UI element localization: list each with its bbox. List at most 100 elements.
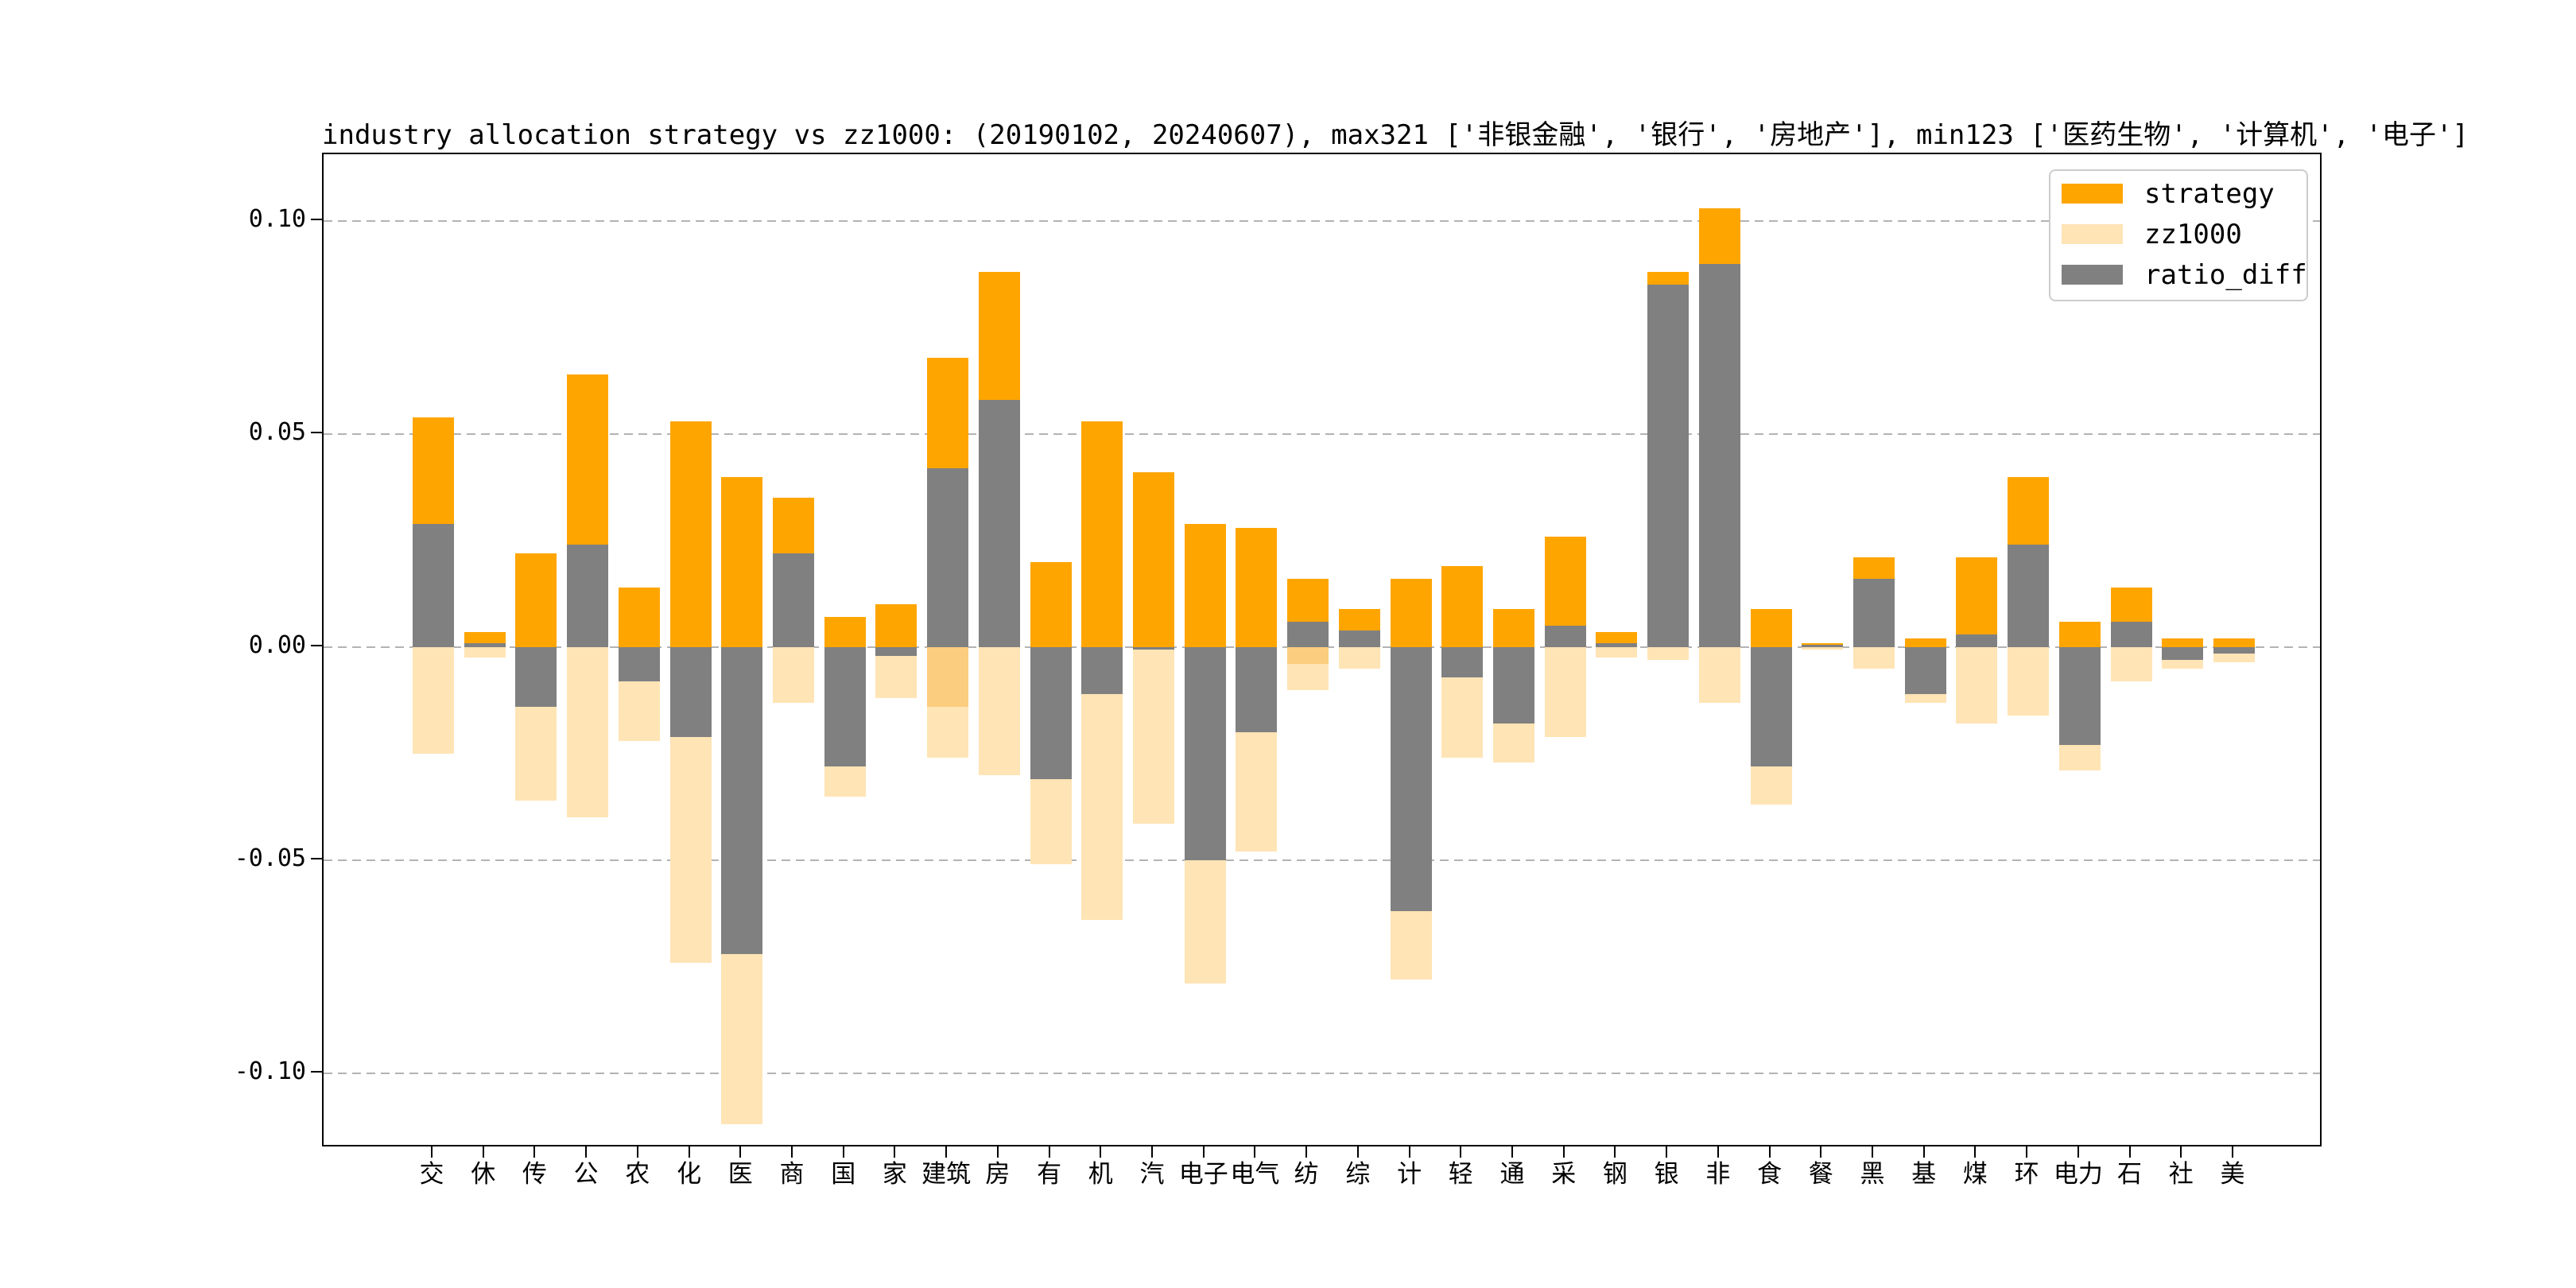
bar-strategy-餐 — [1802, 642, 1844, 647]
x-tick-label-商: 商 — [779, 1160, 805, 1189]
bar-ratio-diff-美 — [2213, 647, 2255, 654]
y-tick-label: 0.10 — [248, 205, 306, 233]
bar-ratio-diff-国 — [824, 647, 866, 767]
bar-zz1000-综 — [1338, 647, 1380, 669]
legend-item-ratio_diff: ratio_diff — [2050, 254, 2307, 294]
x-tick-mark — [2231, 1146, 2233, 1158]
x-tick-mark — [739, 1146, 742, 1158]
bar-ratio-diff-家 — [875, 647, 918, 656]
bar-ratio-diff-医 — [721, 647, 763, 954]
bar-ratio-diff-综 — [1338, 630, 1380, 647]
x-tick-label-钢: 钢 — [1602, 1160, 1627, 1189]
bar-zz1000-环 — [2008, 647, 2050, 716]
x-tick-mark — [945, 1146, 948, 1158]
gridline--0.10 — [324, 1073, 2320, 1074]
x-tick-label-石: 石 — [2117, 1160, 2143, 1189]
y-tick-mark — [311, 219, 322, 220]
x-tick-label-轻: 轻 — [1448, 1160, 1473, 1189]
bar-strategy-社 — [2162, 638, 2204, 647]
bar-zz1000-餐 — [1802, 647, 1844, 650]
bar-ratio-diff-交 — [413, 523, 454, 647]
bar-ratio-diff-黑 — [1852, 579, 1895, 647]
gridline-0.10 — [324, 220, 2320, 222]
bar-zz1000-石 — [2110, 647, 2152, 681]
y-tick-mark — [311, 645, 322, 646]
bar-zz1000-钢 — [1596, 647, 1638, 658]
bar-strategy-食 — [1750, 608, 1792, 647]
x-tick-mark — [1871, 1146, 1873, 1158]
legend-label-ratio_diff: ratio_diff — [2144, 259, 2307, 291]
x-tick-label-综: 综 — [1345, 1160, 1371, 1189]
bar-strategy-农 — [618, 587, 660, 647]
bar-strategy-国 — [824, 617, 866, 647]
bar-zz-overlap-纺 — [1287, 647, 1329, 665]
legend-label-strategy: strategy — [2144, 178, 2275, 210]
x-tick-mark — [894, 1146, 896, 1158]
y-tick-label: 0.05 — [248, 418, 306, 446]
x-tick-mark — [1768, 1146, 1771, 1158]
y-tick-mark — [311, 858, 322, 859]
x-tick-label-电子: 电子 — [1178, 1160, 1228, 1189]
bar-ratio-diff-社 — [2162, 647, 2204, 661]
x-tick-label-纺: 纺 — [1294, 1160, 1319, 1189]
bar-strategy-基 — [1904, 638, 1946, 647]
bar-zz1000-公 — [567, 647, 609, 818]
x-tick-label-国: 国 — [831, 1160, 856, 1189]
x-tick-mark — [1202, 1146, 1205, 1158]
bar-ratio-diff-公 — [567, 545, 609, 647]
bar-strategy-化 — [669, 421, 712, 647]
x-tick-label-煤: 煤 — [1962, 1160, 1988, 1189]
x-tick-mark — [1305, 1146, 1308, 1158]
bar-ratio-diff-纺 — [1287, 621, 1329, 647]
x-tick-mark — [2026, 1146, 2028, 1158]
legend: strategy zz1000 ratio_diff — [2049, 169, 2308, 301]
gridline-0.05 — [324, 433, 2320, 435]
x-tick-mark — [1974, 1146, 1977, 1158]
x-tick-label-农: 农 — [625, 1160, 650, 1189]
bar-ratio-diff-环 — [2008, 545, 2050, 647]
bar-ratio-diff-采 — [1544, 626, 1586, 647]
bar-ratio-diff-轻 — [1441, 647, 1484, 677]
x-tick-mark — [1100, 1146, 1102, 1158]
bar-strategy-汽 — [1132, 472, 1174, 647]
x-tick-mark — [1254, 1146, 1256, 1158]
x-tick-mark — [636, 1146, 638, 1158]
bar-strategy-计 — [1390, 579, 1432, 647]
bar-strategy-医 — [721, 476, 763, 647]
bar-ratio-diff-计 — [1390, 647, 1432, 912]
x-tick-label-美: 美 — [2220, 1160, 2245, 1189]
x-tick-label-采: 采 — [1551, 1160, 1577, 1189]
bar-ratio-diff-非 — [1698, 263, 1740, 647]
bar-ratio-diff-机 — [1081, 647, 1123, 694]
legend-swatch-zz1000 — [2062, 224, 2123, 244]
x-tick-label-食: 食 — [1757, 1160, 1783, 1189]
legend-item-strategy: strategy — [2050, 173, 2306, 213]
legend-swatch-strategy — [2062, 184, 2123, 204]
x-tick-label-通: 通 — [1499, 1160, 1525, 1189]
bar-zz1000-商 — [772, 647, 814, 703]
x-tick-mark — [1717, 1146, 1719, 1158]
x-tick-label-有: 有 — [1037, 1160, 1062, 1189]
bar-zz1000-黑 — [1852, 647, 1895, 669]
bar-strategy-有 — [1030, 561, 1072, 647]
bar-ratio-diff-房 — [978, 400, 1020, 647]
x-tick-label-建筑: 建筑 — [921, 1160, 972, 1189]
bar-ratio-diff-钢 — [1596, 642, 1638, 647]
x-tick-label-机: 机 — [1088, 1160, 1113, 1189]
bar-strategy-通 — [1492, 608, 1534, 647]
x-tick-mark — [2180, 1146, 2182, 1158]
y-tick-mark — [311, 432, 322, 433]
bar-zz1000-非 — [1698, 647, 1740, 703]
bar-strategy-美 — [2213, 638, 2255, 647]
x-tick-mark — [1048, 1146, 1050, 1158]
x-tick-mark — [1150, 1146, 1153, 1158]
x-tick-mark — [1922, 1146, 1925, 1158]
bar-strategy-家 — [875, 604, 918, 647]
x-tick-mark — [533, 1146, 536, 1158]
bar-ratio-diff-石 — [2110, 621, 2152, 647]
y-tick-mark — [311, 1071, 322, 1073]
x-tick-label-电气: 电气 — [1230, 1160, 1280, 1189]
bar-zz1000-交 — [413, 647, 454, 754]
bar-ratio-diff-农 — [618, 647, 660, 681]
